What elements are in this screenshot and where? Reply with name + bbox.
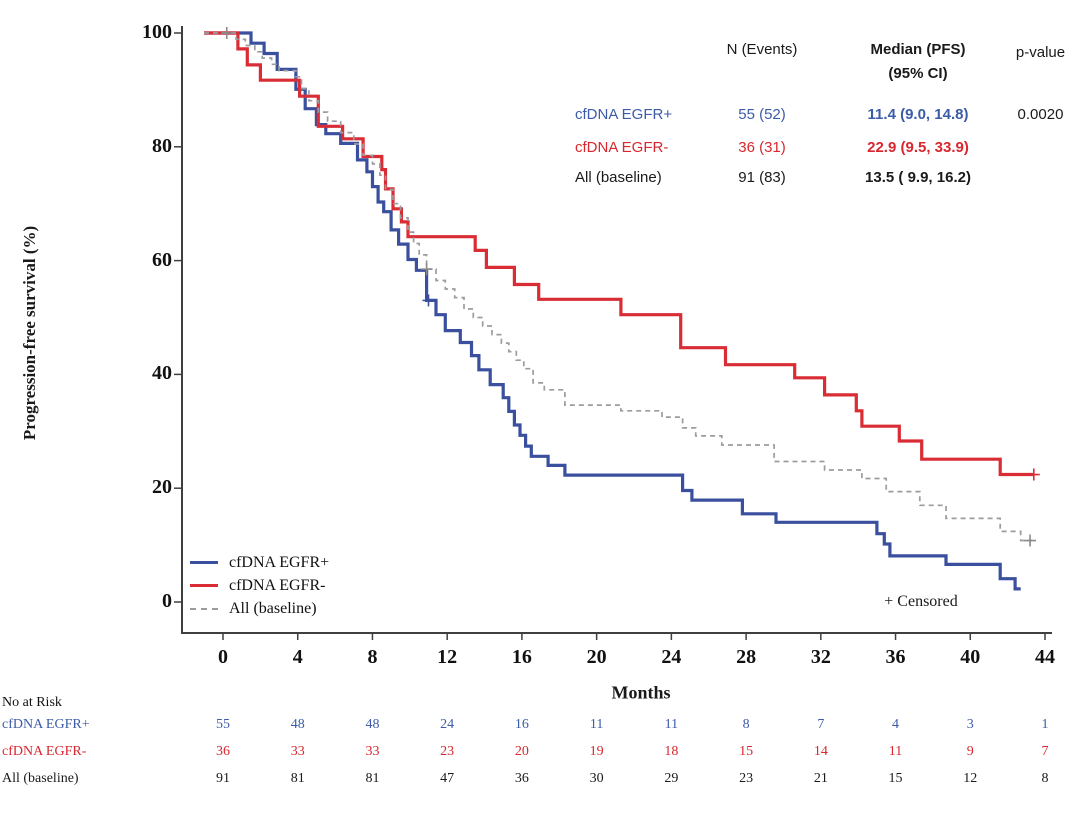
legend-item: cfDNA EGFR+: [190, 551, 329, 574]
y-tick-label: 100: [142, 21, 172, 43]
stats-row-n-events: 36 (31): [738, 139, 786, 156]
risk-count: 7: [1041, 744, 1049, 759]
x-tick-label: 32: [810, 646, 831, 668]
y-axis-title: Progression-free survival (%): [20, 225, 39, 441]
x-axis-title: Months: [611, 682, 671, 703]
risk-count: 11: [888, 744, 903, 759]
stats-row-pvalue: 0.0020: [1017, 106, 1064, 123]
x-tick-label: 0: [218, 646, 228, 668]
y-tick-label: 0: [162, 590, 172, 612]
risk-count: 15: [739, 744, 754, 759]
risk-count: 23: [739, 771, 754, 786]
risk-count: 3: [966, 717, 974, 732]
risk-count: 7: [817, 717, 825, 732]
stats-header-ci: (95% CI): [888, 65, 948, 82]
x-tick-label: 24: [661, 646, 682, 668]
risk-count: 8: [1041, 771, 1049, 786]
x-tick-label: 20: [586, 646, 607, 668]
censor-mark: [422, 294, 435, 307]
x-tick-label: 44: [1035, 646, 1055, 668]
y-tick-label: 60: [152, 248, 172, 271]
stats-row-median: 13.5 ( 9.9, 16.2): [865, 169, 971, 186]
risk-count: 36: [216, 744, 230, 759]
risk-count: 47: [440, 771, 455, 786]
risk-count: 81: [365, 771, 380, 786]
x-tick-label: 28: [736, 646, 757, 668]
censor-mark: [1027, 468, 1040, 481]
stats-row-n-events: 91 (83): [738, 169, 786, 186]
legend-label: cfDNA EGFR+: [229, 553, 330, 571]
risk-count: 21: [813, 771, 828, 786]
stats-row-label: cfDNA EGFR-: [575, 139, 669, 156]
stats-header-pvalue: p-value: [1015, 44, 1066, 61]
y-tick-label: 20: [152, 476, 172, 499]
stats-header-n: N (Events): [726, 41, 798, 58]
risk-count: 91: [216, 771, 230, 786]
risk-count: 48: [290, 717, 305, 732]
x-tick-label: 8: [367, 646, 378, 668]
legend: cfDNA EGFR+ cfDNA EGFR- All (baseline): [190, 551, 329, 620]
risk-count: 24: [440, 717, 455, 732]
y-tick-label: 80: [152, 134, 172, 157]
risk-count: 30: [589, 771, 604, 786]
risk-table-title: No at Risk: [2, 695, 62, 710]
x-tick-label: 36: [885, 646, 906, 668]
y-tick-label: 40: [152, 362, 172, 385]
risk-count: 16: [514, 717, 529, 732]
x-tick-label: 12: [437, 646, 458, 668]
legend-line-swatch: [190, 607, 218, 610]
risk-count: 14: [813, 744, 828, 759]
risk-count: 18: [664, 744, 679, 759]
risk-count: 4: [892, 717, 900, 732]
legend-item: cfDNA EGFR-: [190, 574, 329, 597]
stats-row-label: cfDNA EGFR+: [575, 106, 673, 123]
censored-note: + Censored: [884, 593, 958, 610]
legend-label: All (baseline): [229, 599, 317, 617]
risk-count: 29: [664, 771, 679, 786]
risk-count: 20: [514, 744, 529, 759]
x-tick-label: 4: [292, 646, 303, 668]
stats-row-label: All (baseline): [575, 169, 662, 186]
risk-count: 19: [589, 744, 604, 759]
risk-count: 8: [742, 717, 750, 732]
axes-lines: [181, 26, 1052, 634]
legend-line-swatch: [190, 561, 218, 564]
risk-count: 36: [514, 771, 529, 786]
legend-label: cfDNA EGFR-: [229, 576, 326, 594]
censor-mark: [420, 263, 433, 276]
risk-row-label: cfDNA EGFR+: [2, 717, 90, 732]
risk-count: 11: [589, 717, 604, 732]
risk-count: 1: [1041, 717, 1049, 732]
risk-count: 9: [966, 744, 974, 759]
stats-header-median: Median (PFS): [870, 41, 966, 58]
risk-count: 11: [664, 717, 679, 732]
risk-row-label: All (baseline): [2, 771, 79, 786]
x-tick-label: 40: [960, 646, 981, 668]
risk-count: 81: [290, 771, 305, 786]
risk-count: 15: [888, 771, 903, 786]
stats-row-n-events: 55 (52): [738, 106, 786, 123]
risk-count: 12: [963, 771, 978, 786]
x-tick-label: 16: [511, 646, 532, 668]
censor-mark: [220, 27, 233, 39]
risk-row-label: cfDNA EGFR-: [2, 744, 87, 759]
stats-row-median: 11.4 (9.0, 14.8): [867, 106, 969, 123]
km-curve-all--baseline-: [204, 32, 1032, 542]
stats-row-median: 22.9 (9.5, 33.9): [867, 139, 969, 156]
km-curve-cfdna-egfr-: [204, 31, 1034, 477]
risk-count: 33: [290, 744, 305, 759]
risk-count: 23: [440, 744, 455, 759]
risk-count: 55: [216, 717, 230, 732]
censor-mark: [1024, 534, 1037, 547]
legend-item: All (baseline): [190, 597, 329, 620]
legend-line-swatch: [190, 584, 218, 587]
risk-count: 48: [365, 717, 380, 732]
risk-count: 33: [365, 744, 380, 759]
